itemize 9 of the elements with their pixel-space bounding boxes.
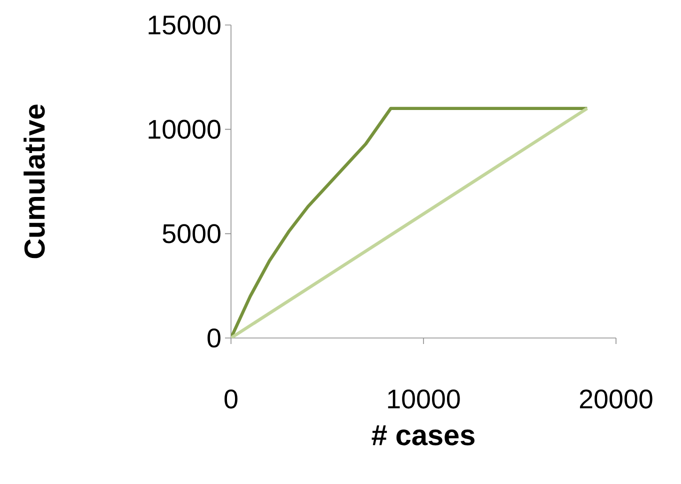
x-tick-label: 0 xyxy=(224,390,238,409)
y-tick-label: 5000 xyxy=(162,224,220,244)
y-axis-title: Cumulative xyxy=(24,104,45,258)
x-tick-label: 20000 xyxy=(580,390,652,409)
x-tick-label: 10000 xyxy=(388,390,460,409)
y-tick-label: 15000 xyxy=(148,15,220,35)
x-axis-title: # cases xyxy=(372,425,474,446)
y-tick-label: 10000 xyxy=(148,120,220,139)
y-tick-label: 0 xyxy=(208,328,220,348)
